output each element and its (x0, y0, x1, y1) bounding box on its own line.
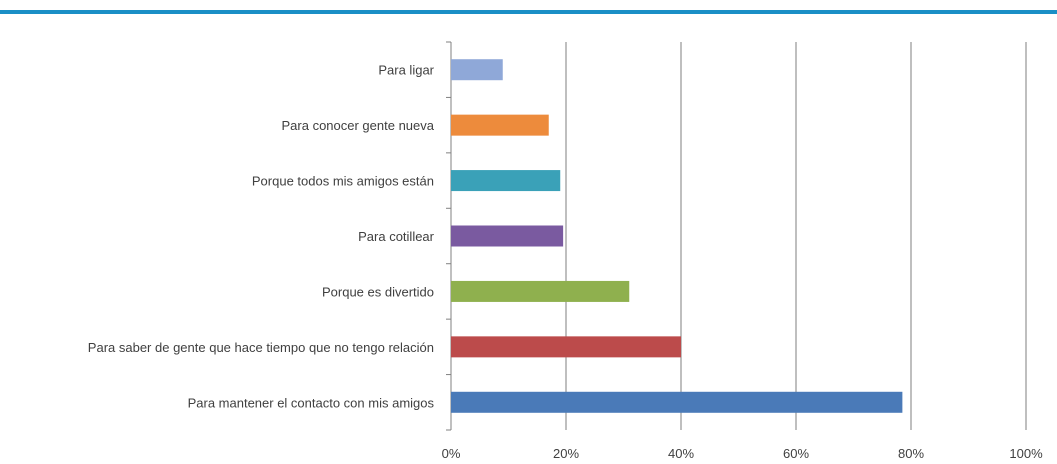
bar-7 (451, 391, 903, 413)
grid-lines (446, 41, 1027, 431)
category-label-2: Para conocer gente nueva (282, 118, 435, 133)
category-label-7: Para mantener el contacto con mis amigos (188, 395, 435, 410)
category-label-6: Para saber de gente que hace tiempo que … (88, 340, 434, 355)
x-tick-label-80: 80% (898, 446, 924, 461)
bar-2 (451, 114, 549, 136)
category-labels: Para ligar Para conocer gente nueva Porque… (88, 63, 435, 411)
category-label-1: Para ligar (378, 63, 434, 78)
x-tick-label-20: 20% (553, 446, 579, 461)
x-tick-label-100: 100% (1009, 446, 1043, 461)
top-rule (0, 10, 1057, 14)
bar-1 (451, 59, 503, 81)
bar-5 (451, 280, 630, 302)
category-label-5: Porque es divertido (322, 284, 434, 299)
bar-3 (451, 170, 561, 192)
bar-4 (451, 225, 564, 247)
x-tick-labels: 0% 20% 40% 60% 80% 100% (442, 446, 1043, 461)
x-tick-label-60: 60% (783, 446, 809, 461)
category-label-3: Porque todos mis amigos están (252, 174, 434, 189)
bar-6 (451, 336, 681, 358)
x-tick-label-40: 40% (668, 446, 694, 461)
category-label-4: Para cotillear (358, 229, 435, 244)
x-tick-label-0: 0% (442, 446, 461, 461)
bars (451, 59, 903, 413)
